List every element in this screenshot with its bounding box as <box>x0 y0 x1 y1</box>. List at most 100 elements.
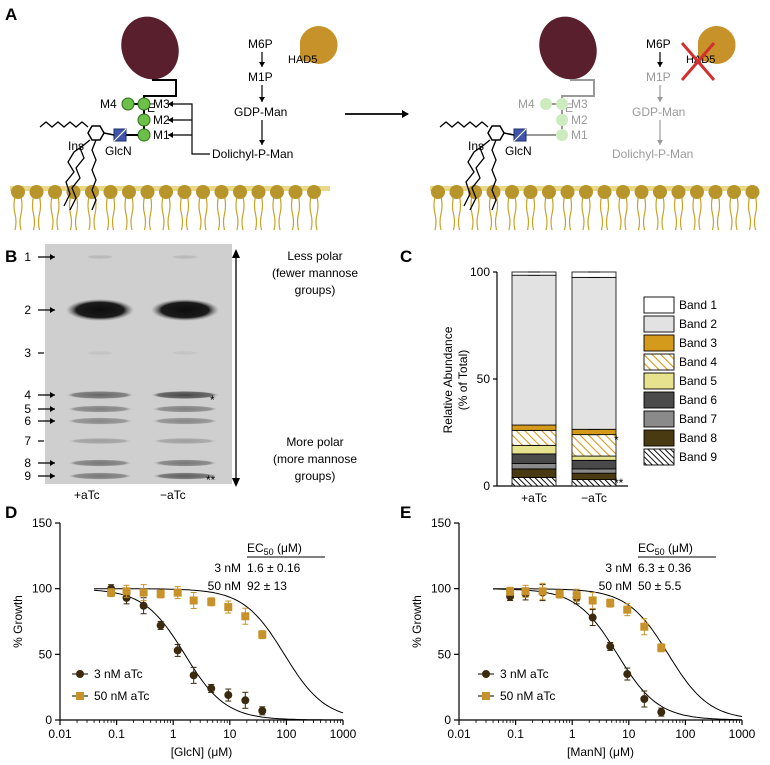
x-axis-title: [ManN] (μM) <box>567 745 634 759</box>
data-point <box>606 642 615 651</box>
gel-texture <box>45 244 232 484</box>
lipid <box>103 185 118 231</box>
legend-label: Band 1 <box>679 298 717 312</box>
panel-letter-e: E <box>400 503 411 522</box>
y-tick-label: 0 <box>483 479 490 493</box>
panel-a: E M4 M3 M2 M1 GlcN Ins M6P <box>10 16 760 231</box>
data-point <box>657 643 666 652</box>
gel-background <box>45 244 232 484</box>
fit-curve <box>94 588 344 714</box>
x-tick-label: 1000 <box>330 727 357 741</box>
legend-label: Band 8 <box>679 431 717 445</box>
lipid <box>29 185 44 231</box>
y-tick-label: 100 <box>470 265 490 279</box>
lipid <box>616 185 630 231</box>
svg-text:groups): groups) <box>295 469 336 483</box>
x-tick-label: 10 <box>622 727 636 741</box>
svg-text:(fewer mannose: (fewer mannose <box>272 266 358 280</box>
membrane-left <box>10 185 330 231</box>
gel-band <box>153 472 217 480</box>
legend-label: 3 nM aTc <box>94 667 143 681</box>
lipid <box>653 185 667 231</box>
bar-segment <box>571 472 617 480</box>
fit-curve <box>493 588 742 721</box>
y-tick-label: 150 <box>32 516 52 530</box>
data-point <box>224 603 233 612</box>
polarity-top-text: Less polar (fewer mannose groups) <box>272 249 358 297</box>
data-point <box>173 646 182 655</box>
lipid-tail-2 <box>69 139 91 211</box>
ec50-header: EC50 (μM) <box>638 541 693 557</box>
had5-notch <box>683 42 698 58</box>
bar-segment <box>571 276 617 430</box>
label-m6p: M6P <box>248 37 273 51</box>
lipid <box>251 185 266 231</box>
lipid-tail-3 <box>63 144 85 207</box>
data-point <box>139 588 148 597</box>
fit-curve <box>493 588 743 717</box>
panel-c: 0 50 100 Relative Abundance (% of Total) +aTc… <box>441 265 717 505</box>
data-point <box>623 670 632 679</box>
label-glcn: GlcN <box>105 144 132 158</box>
mannose-m3 <box>556 98 568 110</box>
lipid <box>177 185 192 231</box>
cross-icon <box>680 42 716 81</box>
lipid-tail-1 <box>491 139 497 211</box>
mannose-m3 <box>137 97 151 111</box>
x-tick-label: 1 <box>170 727 177 741</box>
y-tick-label: 0 <box>45 713 52 727</box>
lipid <box>233 185 247 231</box>
lane-label-plus: +aTc <box>74 488 100 502</box>
lipid <box>11 185 25 231</box>
svg-text:(more mannose: (more mannose <box>273 452 357 466</box>
x-tick-label: 0.1 <box>507 727 524 741</box>
band-number: 5 <box>24 402 31 416</box>
glcn-diagonal <box>513 128 527 142</box>
protein-linker <box>570 79 595 92</box>
gel-band <box>152 417 218 425</box>
label-dolichyl: Dolichyl-P-Man <box>612 147 693 161</box>
protein-linker <box>152 79 177 92</box>
bar-chart-legend: Band 1 Band 2 Band 3 Band 4 Band 5 Band 6 Band… <box>643 296 717 466</box>
lipid <box>140 185 155 231</box>
label-e: E <box>565 101 573 115</box>
gel-band <box>68 459 132 467</box>
gel-band <box>171 255 199 259</box>
legend-item: 3 nM aTc <box>478 667 549 681</box>
svg-text:Less polar: Less polar <box>287 249 342 263</box>
data-point <box>156 621 165 630</box>
legend-swatch <box>643 353 675 371</box>
x-tick-label: 100 <box>276 727 296 741</box>
data-point <box>139 601 148 610</box>
lipid <box>579 185 593 231</box>
data-point <box>207 597 216 606</box>
band-number: 9 <box>24 469 31 483</box>
bar-segment <box>571 271 617 278</box>
band-number: 1 <box>24 250 31 264</box>
label-glcn: GlcN <box>505 144 532 158</box>
ec50-row-value: 6.3 ± 0.36 <box>638 561 692 575</box>
gel-band <box>153 438 217 444</box>
fit-curve <box>93 589 343 721</box>
y-tick-label: 0 <box>444 713 451 727</box>
bar-segment <box>571 428 617 436</box>
label-gdp-man: GDP-Man <box>234 105 287 119</box>
lipid <box>468 185 482 231</box>
gel-band <box>67 417 133 425</box>
legend-swatch <box>643 429 675 447</box>
mannose-m4 <box>540 98 552 110</box>
had5-enzyme <box>698 26 736 65</box>
gel-band <box>68 472 132 480</box>
legend-item: 50 nM aTc <box>478 689 555 703</box>
legend-label: 3 nM aTc <box>500 667 549 681</box>
data-point <box>555 589 564 598</box>
label-dolichyl: Dolichyl-P-Man <box>212 147 293 161</box>
lipid <box>523 185 538 231</box>
ec50-row-label: 50 nM <box>208 579 241 593</box>
data-point <box>657 708 666 717</box>
ec50-row-value: 50 ± 5.5 <box>638 579 682 593</box>
bar-segment <box>511 453 557 464</box>
ec50-row-value: 92 ± 13 <box>247 579 287 593</box>
ins-link <box>103 132 115 136</box>
data-point <box>189 671 198 680</box>
